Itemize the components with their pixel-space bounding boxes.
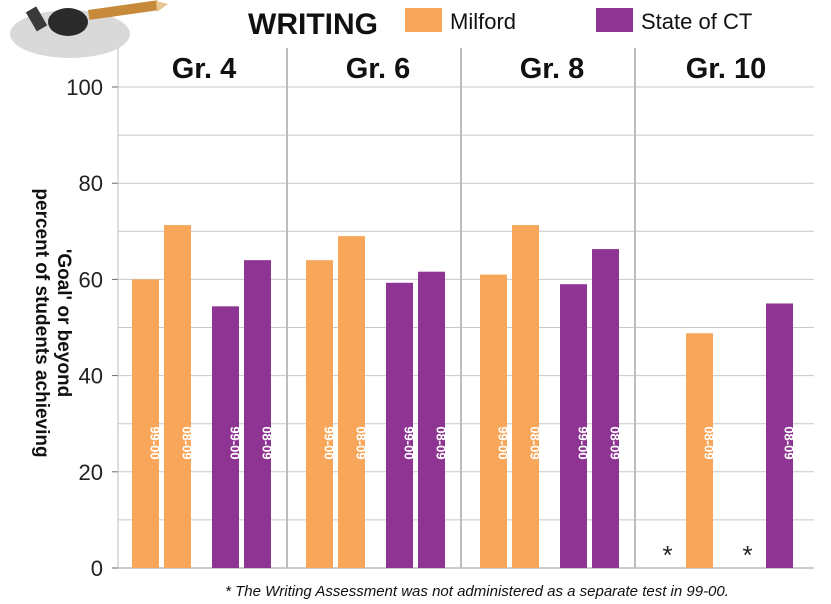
bar-year-label: 08-09 [434,426,449,459]
grade-label: Gr. 10 [686,53,767,85]
y-axis-label: percent of students achieving 'Goal' or … [31,188,74,457]
bar-year-label: 99-00 [402,426,417,459]
bar-year-label: 99-00 [228,426,243,459]
legend-label-2: State of CT [641,9,752,34]
bar-year-label: 08-09 [354,426,369,459]
not-administered-marker: * [662,540,672,570]
bar-year-label: 08-09 [782,426,797,459]
bar [592,249,619,569]
bar-year-label: 99-00 [322,426,337,459]
grade-label: Gr. 8 [520,53,585,85]
bar [132,279,159,568]
bar [306,260,333,568]
bar-year-label: 08-09 [260,426,275,459]
y-axis-label-line-1: percent of students achieving [31,188,52,457]
bar [766,303,793,568]
bar [480,274,507,568]
bar-year-label: 08-09 [528,426,543,459]
bar-year-label: 08-09 [180,426,195,459]
y-tick-label: 100 [66,75,103,100]
bar-year-label: 99-00 [576,426,591,459]
bar [418,271,445,568]
bar [560,284,587,568]
bar [212,306,239,568]
bar [512,225,539,568]
pencil-sharpener-mascot-icon [10,0,168,58]
bar [686,333,713,568]
not-administered-marker: * [742,540,752,570]
bar [164,225,191,568]
y-axis-label-line-2: 'Goal' or beyond [53,249,74,397]
group-dividers [117,48,636,568]
grade-label: Gr. 6 [346,53,411,85]
bar [244,260,271,568]
footnote: * The Writing Assessment was not adminis… [225,583,729,600]
grade-label: Gr. 4 [172,53,237,85]
y-tick-label: 60 [79,267,103,292]
bar [338,236,365,569]
bar [386,282,413,568]
legend-swatch-1 [405,8,442,32]
bar-year-label: 08-09 [608,426,623,459]
legend: Milford State of CT [405,8,752,34]
y-tick-label: 80 [79,171,103,196]
legend-swatch-2 [596,8,633,32]
y-axis-ticks: 0 20 40 60 80 100 [66,75,103,581]
bar-year-label: 08-09 [702,426,717,459]
y-tick-label: 20 [79,460,103,485]
bar-year-label: 99-00 [496,426,511,459]
grade-labels: Gr. 4 Gr. 6 Gr. 8 Gr. 10 [172,53,767,85]
y-tick-label: 40 [79,364,103,389]
legend-label-1: Milford [450,9,516,34]
chart-title: WRITING [248,8,378,41]
y-tick-label: 0 [91,556,103,581]
bars: 99-00 08-09 99-00 08-09 99-00 08-09 99-00 08-09… [132,225,797,570]
bar-year-label: 99-00 [148,426,163,459]
